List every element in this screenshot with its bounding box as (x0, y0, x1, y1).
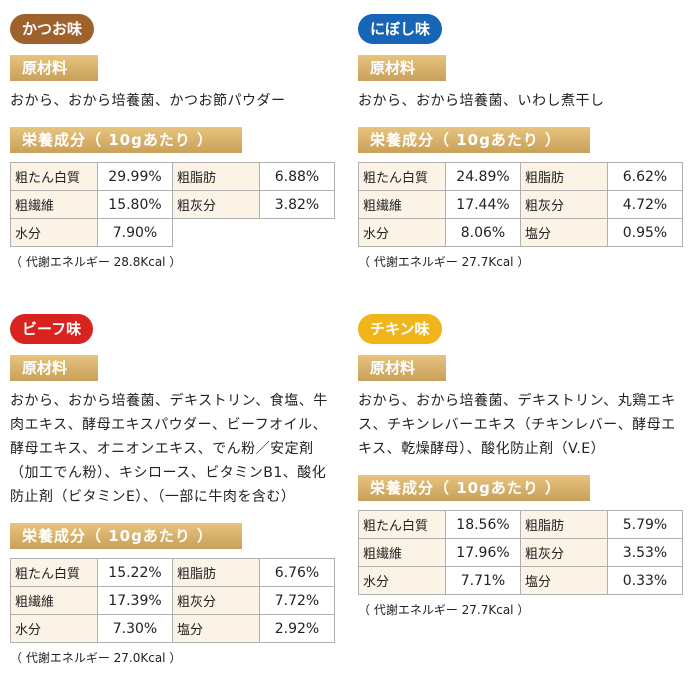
nutrient-label: 塩分 (520, 218, 608, 247)
panel-beef: ビーフ味 原材料 おから、おから培養菌、デキストリン、食塩、牛肉エキス、酵母エキ… (10, 314, 340, 666)
nutrition-table: 粗たん白質 18.56% 粗脂肪 5.79% 粗繊維 17.96% 粗灰分 3.… (358, 510, 683, 595)
materials-heading: 原材料 (10, 355, 98, 381)
energy-note: （ 代謝エネルギー 28.8Kcal ） (10, 255, 182, 269)
nutrient-label: 塩分 (520, 566, 608, 595)
ingredients-text: おから、おから培養菌、かつお節パウダー (10, 93, 286, 109)
nutrient-label: 粗灰分 (172, 190, 260, 219)
nutrient-label: 粗繊維 (10, 586, 98, 615)
table-row: 粗たん白質 15.22% 粗脂肪 6.76% (10, 558, 335, 587)
table-row: 粗たん白質 29.99% 粗脂肪 6.88% (10, 162, 335, 191)
table-row: 水分 7.71% 塩分 0.33% (358, 566, 683, 595)
nutrient-label: 水分 (10, 614, 98, 643)
nutrient-value: 15.80% (97, 190, 173, 219)
panel-chicken: チキン味 原材料 おから、おから培養菌、デキストリン、丸鶏エキス、チキンレバーエ… (358, 314, 688, 618)
nutrient-label: 水分 (358, 566, 446, 595)
ingredients-text: おから、おから培養菌、デキストリン、食塩、牛肉エキス、酵母エキスパウダー、ビーフ… (10, 393, 328, 505)
materials-heading: 原材料 (358, 355, 446, 381)
nutrient-label: 粗たん白質 (10, 162, 98, 191)
nutrient-label: 水分 (10, 218, 98, 247)
nutrient-value: 3.82% (259, 190, 335, 219)
energy-note: （ 代謝エネルギー 27.7Kcal ） (358, 255, 530, 269)
table-row: 粗繊維 15.80% 粗灰分 3.82% (10, 190, 335, 219)
nutrient-label: 粗灰分 (520, 538, 608, 567)
nutrient-value: 6.88% (259, 162, 335, 191)
nutrient-value: 5.79% (607, 510, 683, 539)
materials-heading: 原材料 (10, 55, 98, 81)
nutrient-value: 6.62% (607, 162, 683, 191)
nutrient-label: 水分 (358, 218, 446, 247)
nutrient-value: 0.95% (607, 218, 683, 247)
nutrient-value: 6.76% (259, 558, 335, 587)
nutrient-value: 7.90% (97, 218, 173, 247)
nutrient-label: 粗灰分 (172, 586, 260, 615)
nutrient-value: 2.92% (259, 614, 335, 643)
nutrition-heading: 栄養成分（ 10gあたり ） (10, 127, 242, 153)
nutrient-label: 塩分 (172, 614, 260, 643)
table-row: 粗繊維 17.44% 粗灰分 4.72% (358, 190, 683, 219)
flavor-badge: かつお味 (10, 14, 95, 44)
table-row: 水分 8.06% 塩分 0.95% (358, 218, 683, 247)
nutrient-label: 粗繊維 (358, 538, 446, 567)
table-row: 水分 7.90% (10, 218, 335, 247)
nutrient-value: 24.89% (445, 162, 521, 191)
energy-note: （ 代謝エネルギー 27.7Kcal ） (358, 603, 530, 617)
nutrition-heading: 栄養成分（ 10gあたり ） (358, 475, 590, 501)
table-row: 粗繊維 17.96% 粗灰分 3.53% (358, 538, 683, 567)
nutrient-label: 粗たん白質 (10, 558, 98, 587)
nutrition-heading: 栄養成分（ 10gあたり ） (10, 523, 242, 549)
nutrient-value: 7.72% (259, 586, 335, 615)
flavor-badge: ビーフ味 (10, 314, 94, 344)
energy-note: （ 代謝エネルギー 27.0Kcal ） (10, 651, 182, 665)
table-row: 粗たん白質 18.56% 粗脂肪 5.79% (358, 510, 683, 539)
nutrient-value: 8.06% (445, 218, 521, 247)
nutrition-table: 粗たん白質 15.22% 粗脂肪 6.76% 粗繊維 17.39% 粗灰分 7.… (10, 558, 335, 643)
flavor-badge: にぼし味 (358, 14, 443, 44)
table-row: 粗繊維 17.39% 粗灰分 7.72% (10, 586, 335, 615)
table-row: 粗たん白質 24.89% 粗脂肪 6.62% (358, 162, 683, 191)
ingredients-text: おから、おから培養菌、いわし煮干し (358, 93, 605, 109)
nutrient-label: 粗脂肪 (520, 510, 608, 539)
nutrient-label: 粗繊維 (358, 190, 446, 219)
nutrient-value: 0.33% (607, 566, 683, 595)
flavor-badge: チキン味 (358, 314, 442, 344)
nutrient-value: 17.44% (445, 190, 521, 219)
nutrient-value: 7.30% (97, 614, 173, 643)
nutrient-value: 17.96% (445, 538, 521, 567)
nutrient-value: 29.99% (97, 162, 173, 191)
nutrient-value: 4.72% (607, 190, 683, 219)
nutrient-label: 粗灰分 (520, 190, 608, 219)
nutrient-label: 粗脂肪 (172, 558, 260, 587)
nutrient-label: 粗脂肪 (172, 162, 260, 191)
nutrient-value: 15.22% (97, 558, 173, 587)
nutrition-table: 粗たん白質 29.99% 粗脂肪 6.88% 粗繊維 15.80% 粗灰分 3.… (10, 162, 335, 247)
nutrient-value: 3.53% (607, 538, 683, 567)
nutrient-label: 粗繊維 (10, 190, 98, 219)
nutrient-label: 粗脂肪 (520, 162, 608, 191)
nutrient-label: 粗たん白質 (358, 162, 446, 191)
table-row: 水分 7.30% 塩分 2.92% (10, 614, 335, 643)
materials-heading: 原材料 (358, 55, 446, 81)
nutrient-label: 粗たん白質 (358, 510, 446, 539)
nutrition-table: 粗たん白質 24.89% 粗脂肪 6.62% 粗繊維 17.44% 粗灰分 4.… (358, 162, 683, 247)
ingredients-text: おから、おから培養菌、デキストリン、丸鶏エキス、チキンレバーエキス（チキンレバー… (358, 393, 676, 457)
nutrient-value: 17.39% (97, 586, 173, 615)
empty-cell (172, 218, 260, 247)
empty-cell (259, 218, 335, 247)
panel-katsuo: かつお味 原材料 おから、おから培養菌、かつお節パウダー 栄養成分（ 10gあた… (10, 14, 340, 270)
nutrient-value: 18.56% (445, 510, 521, 539)
nutrient-value: 7.71% (445, 566, 521, 595)
panel-niboshi: にぼし味 原材料 おから、おから培養菌、いわし煮干し 栄養成分（ 10gあたり … (358, 14, 688, 270)
nutrition-heading: 栄養成分（ 10gあたり ） (358, 127, 590, 153)
